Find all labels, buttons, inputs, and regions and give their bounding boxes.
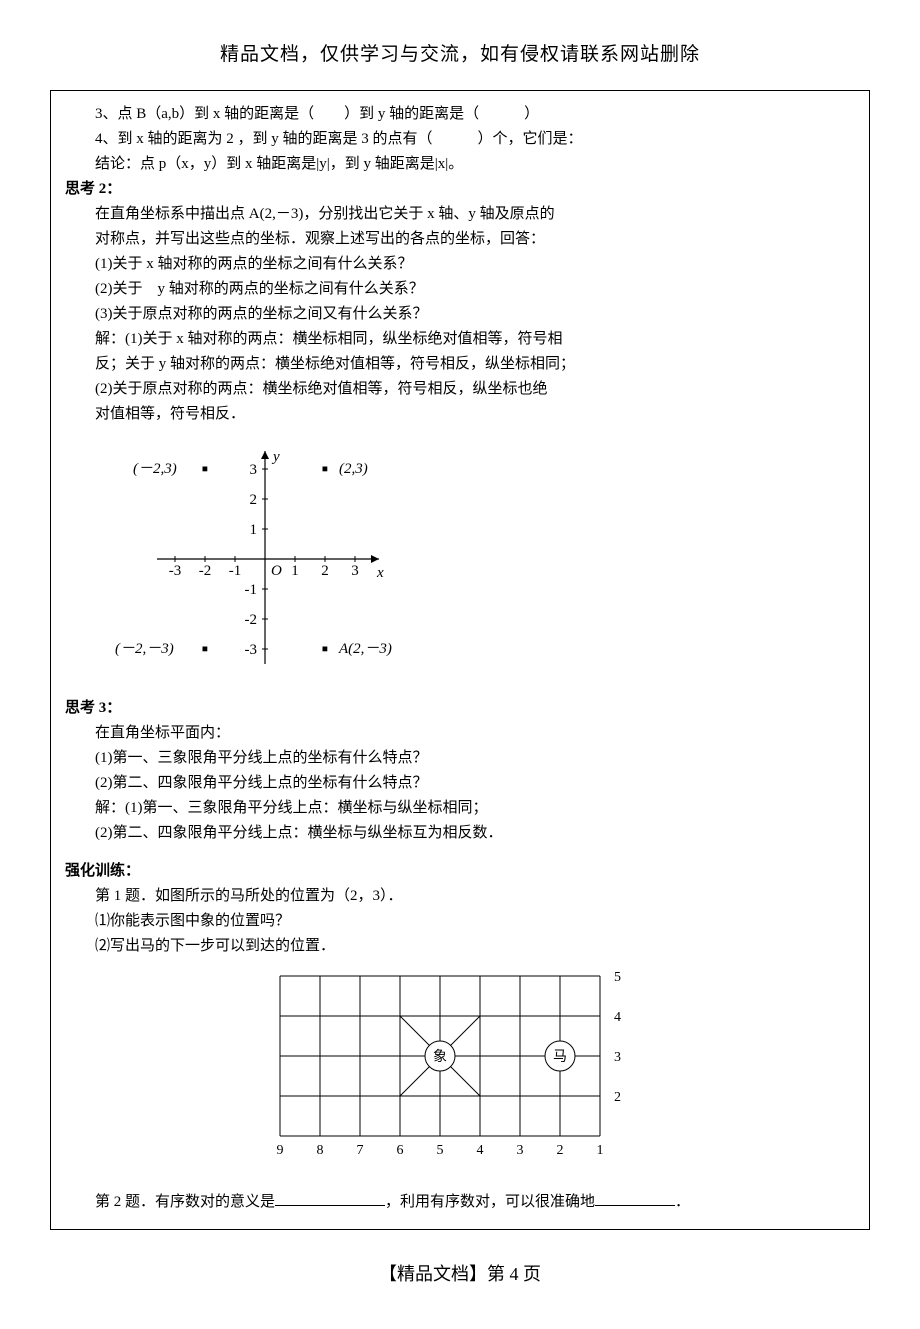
svg-text:y: y — [271, 449, 280, 465]
svg-text:-3: -3 — [169, 563, 182, 579]
page-footer: 【精品文档】第 4 页 — [50, 1260, 870, 1289]
svg-text:3: 3 — [351, 563, 359, 579]
think3-title: 思考 3： — [65, 696, 855, 720]
svg-text:3: 3 — [614, 1050, 621, 1065]
think3-line: 在直角坐标平面内： — [65, 721, 855, 745]
svg-text:马: 马 — [553, 1049, 567, 1065]
think2-answer: (2)关于原点对称的两点：横坐标绝对值相等，符号相反，纵坐标也绝 — [65, 377, 855, 401]
svg-text:(－2,－3): (－2,－3) — [115, 641, 174, 657]
coordinate-chart: -3 -2 -1 1 2 3 -3 -2 -1 1 2 3 Ox y (－2,3) (2,3) (－2,－3) A… — [95, 434, 855, 692]
svg-text:-1: -1 — [229, 563, 242, 579]
blank-underline — [275, 1191, 385, 1206]
svg-text:(2,3): (2,3) — [339, 461, 368, 477]
svg-text:2: 2 — [614, 1090, 621, 1105]
page-header: 精品文档，仅供学习与交流，如有侵权请联系网站删除 — [50, 40, 870, 70]
think3-q1: (1)第一、三象限角平分线上点的坐标有什么特点？ — [65, 746, 855, 770]
think2-title: 思考 2： — [65, 177, 855, 201]
svg-text:1: 1 — [597, 1143, 604, 1158]
question-4: 4、到 x 轴的距离为 2 ，到 y 轴的距离是 3 的点有（ ）个，它们是： — [65, 127, 855, 151]
svg-text:4: 4 — [477, 1143, 484, 1158]
svg-text:象: 象 — [433, 1049, 447, 1065]
think3-answer: 解：(1)第一、三象限角平分线上点：横坐标与纵坐标相同； — [65, 796, 855, 820]
svg-text:-2: -2 — [199, 563, 212, 579]
svg-text:(－2,3): (－2,3) — [133, 461, 177, 477]
svg-text:-1: -1 — [245, 582, 258, 598]
train-q1-line: ⑴你能表示图中象的位置吗？ — [65, 909, 855, 933]
train-q2-suffix: ． — [675, 1194, 690, 1210]
svg-text:3: 3 — [517, 1143, 524, 1158]
train-q2: 第 2 题．有序数对的意义是 ，利用有序数对，可以很准确地 ． — [65, 1190, 855, 1214]
svg-text:5: 5 — [437, 1143, 444, 1158]
think2-answer: 反；关于 y 轴对称的两点：横坐标绝对值相等，符号相反，纵坐标相同； — [65, 352, 855, 376]
think3-answer: (2)第二、四象限角平分线上点：横坐标与纵坐标互为相反数． — [65, 821, 855, 845]
conclusion: 结论：点 p（x，y）到 x 轴距离是|y|，到 y 轴距离是|x|。 — [65, 152, 855, 176]
svg-text:3: 3 — [250, 462, 258, 478]
training-title: 强化训练： — [65, 859, 855, 883]
svg-text:8: 8 — [317, 1143, 324, 1158]
content-box: 3、点 B（a,b）到 x 轴的距离是（ ）到 y 轴的距离是（ ） 4、到 x… — [50, 90, 870, 1230]
think2-answer: 解：(1)关于 x 轴对称的两点：横坐标相同，纵坐标绝对值相等，符号相 — [65, 327, 855, 351]
svg-text:7: 7 — [357, 1143, 364, 1158]
svg-text:1: 1 — [250, 522, 258, 538]
svg-text:x: x — [376, 565, 384, 581]
svg-text:2: 2 — [250, 492, 258, 508]
question-3: 3、点 B（a,b）到 x 轴的距离是（ ）到 y 轴的距离是（ ） — [65, 102, 855, 126]
train-q1-line: ⑵写出马的下一步可以到达的位置． — [65, 934, 855, 958]
svg-text:O: O — [271, 563, 282, 579]
svg-text:2: 2 — [557, 1143, 564, 1158]
think2-q1: (1)关于 x 轴对称的两点的坐标之间有什么关系？ — [65, 252, 855, 276]
train-q2-prefix: 第 2 题．有序数对的意义是 — [95, 1194, 275, 1210]
train-q2-mid: ，利用有序数对，可以很准确地 — [385, 1194, 595, 1210]
chess-grid: 9 8 7 6 5 4 3 2 1 5 4 3 2 象 马 — [65, 966, 855, 1176]
svg-text:5: 5 — [614, 970, 621, 985]
svg-text:1: 1 — [291, 563, 299, 579]
svg-text:6: 6 — [397, 1143, 404, 1158]
svg-text:2: 2 — [321, 563, 329, 579]
blank-underline — [595, 1191, 675, 1206]
svg-text:-3: -3 — [245, 642, 258, 658]
think2-line: 对称点，并写出这些点的坐标．观察上述写出的各点的坐标，回答： — [65, 227, 855, 251]
think3-q2: (2)第二、四象限角平分线上点的坐标有什么特点？ — [65, 771, 855, 795]
think2-line: 在直角坐标系中描出点 A(2,－3)，分别找出它关于 x 轴、y 轴及原点的 — [65, 202, 855, 226]
train-q1-line: 第 1 题．如图所示的马所处的位置为（2，3）． — [65, 884, 855, 908]
think2-q3: (3)关于原点对称的两点的坐标之间又有什么关系？ — [65, 302, 855, 326]
svg-text:-2: -2 — [245, 612, 258, 628]
think2-answer: 对值相等，符号相反． — [65, 402, 855, 426]
svg-text:4: 4 — [614, 1010, 621, 1025]
svg-text:9: 9 — [277, 1143, 284, 1158]
svg-text:A(2,－3): A(2,－3) — [338, 641, 392, 657]
think2-q2: (2)关于 y 轴对称的两点的坐标之间有什么关系？ — [65, 277, 855, 301]
